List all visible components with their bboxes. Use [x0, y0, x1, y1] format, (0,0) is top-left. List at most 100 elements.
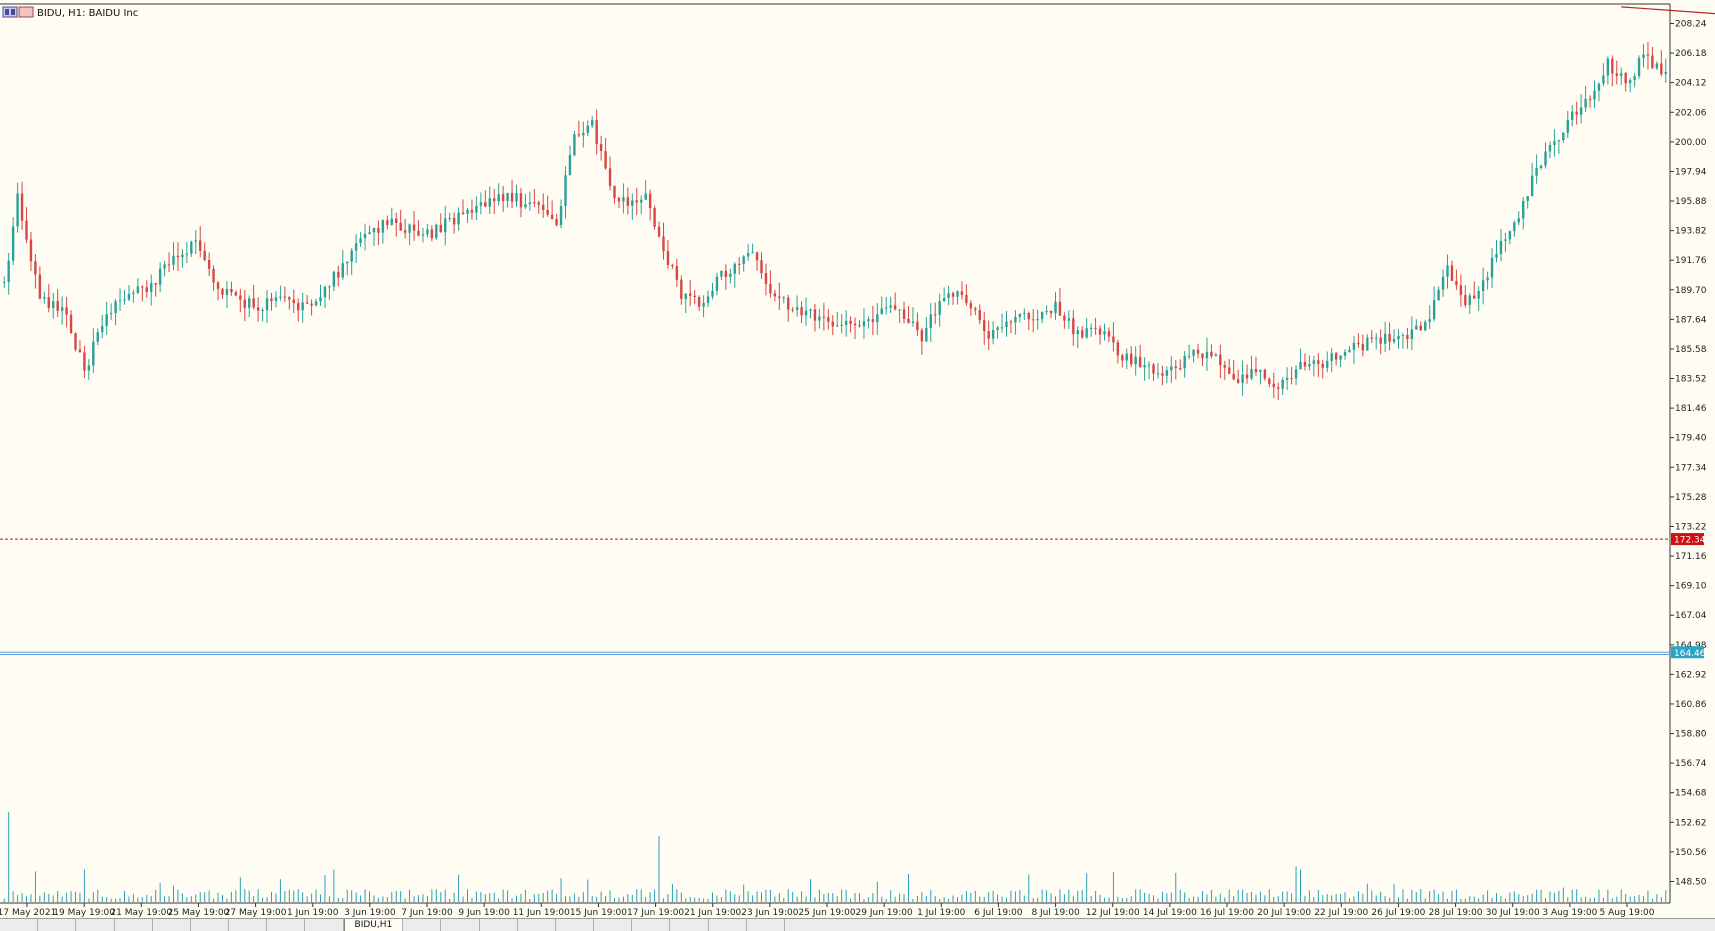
candle [346, 261, 349, 276]
candle [1379, 329, 1382, 355]
candle [1263, 368, 1267, 381]
candle [1401, 332, 1405, 349]
candle [577, 120, 581, 138]
candle [248, 295, 251, 318]
candle [234, 290, 238, 297]
chart-window-icon[interactable] [2, 6, 34, 18]
price-axis[interactable]: 208.24 206.18 204.12 202.06 200.00 197.94 195.… [1670, 20, 1707, 888]
candle [751, 243, 754, 254]
candle [983, 311, 986, 345]
x-tick-label: 29 Jun 19:00 [856, 908, 913, 918]
x-tick-label: 1 Jul 19:00 [917, 908, 966, 918]
candle [1268, 377, 1271, 388]
symbol-tab[interactable] [0, 919, 39, 931]
symbol-tab[interactable] [153, 919, 191, 931]
symbol-tab[interactable] [480, 919, 518, 931]
candle [697, 295, 701, 312]
symbol-tab[interactable] [556, 919, 595, 931]
y-tick-label: 175.28 [1675, 493, 1707, 503]
candle [386, 215, 389, 230]
candle [1597, 82, 1601, 102]
symbol-tab[interactable] [670, 919, 709, 931]
candle [1624, 71, 1627, 92]
candle [934, 302, 937, 325]
candle [1201, 353, 1204, 366]
symbol-tab[interactable] [518, 919, 556, 931]
candle [457, 207, 460, 231]
candle [1588, 95, 1592, 108]
candle [942, 287, 946, 302]
candle [787, 294, 790, 322]
candle [1441, 269, 1445, 297]
candle [1326, 351, 1329, 373]
x-tick-label: 17 May 2021 [0, 908, 56, 918]
symbol-tab[interactable] [76, 919, 115, 931]
candle [720, 270, 723, 281]
candle [595, 109, 598, 155]
candle [1513, 220, 1516, 237]
candle [1660, 50, 1663, 77]
symbol-tab[interactable] [632, 919, 671, 931]
candle [617, 196, 621, 208]
candle [1107, 327, 1111, 343]
candle [1343, 349, 1347, 360]
candle [163, 260, 166, 277]
symbol-tab[interactable] [115, 919, 153, 931]
candle [1076, 326, 1079, 349]
symbol-tab[interactable] [38, 919, 77, 931]
candle [960, 281, 964, 300]
x-tick-label: 23 Jun 19:00 [741, 908, 798, 918]
y-tick-label: 171.16 [1675, 552, 1707, 562]
symbol-tab[interactable] [747, 919, 785, 931]
candle [938, 293, 941, 327]
candle [69, 309, 73, 334]
candle [368, 225, 371, 235]
symbol-tab[interactable] [191, 919, 230, 931]
y-tick-label: 167.04 [1675, 611, 1707, 621]
y-tick-label: 204.12 [1675, 79, 1707, 89]
symbol-tab[interactable] [441, 919, 480, 931]
candle [176, 242, 180, 271]
candle [1375, 333, 1378, 350]
symbol-tab[interactable] [709, 919, 747, 931]
candle [1575, 101, 1578, 125]
candle [20, 181, 24, 231]
candle [1023, 308, 1026, 320]
candle [608, 156, 612, 191]
chart-title: BIDU, H1: BAIDU Inc [37, 8, 138, 19]
candle [644, 179, 647, 201]
candle [1566, 110, 1569, 139]
candle [279, 285, 282, 301]
symbol-tab[interactable] [305, 919, 344, 931]
candle [1357, 333, 1360, 348]
candle [426, 223, 429, 238]
candle [542, 193, 545, 218]
candle [212, 265, 215, 291]
symbol-tab[interactable] [267, 919, 306, 931]
candle [167, 252, 171, 273]
symbol-tab[interactable] [403, 919, 442, 931]
candle [573, 130, 576, 157]
candle [929, 303, 932, 342]
candle [631, 193, 634, 220]
candle [1428, 305, 1431, 330]
symbol-tab[interactable] [594, 919, 633, 931]
candle [190, 240, 193, 257]
candle [555, 213, 558, 227]
candle [1522, 197, 1525, 230]
candle [956, 290, 959, 305]
candle [466, 207, 469, 223]
candle [724, 264, 728, 290]
x-tick-label: 25 May 19:00 [168, 908, 230, 918]
candle [1646, 41, 1650, 70]
candle [974, 306, 977, 316]
candle [158, 262, 162, 293]
y-tick-label: 181.46 [1675, 404, 1707, 414]
y-tick-label: 152.62 [1675, 818, 1707, 828]
y-tick-label: 156.74 [1675, 759, 1707, 769]
candle [1299, 348, 1302, 370]
symbol-tab[interactable] [229, 919, 268, 931]
symbol-tab[interactable]: BIDU,H1 [343, 919, 404, 931]
